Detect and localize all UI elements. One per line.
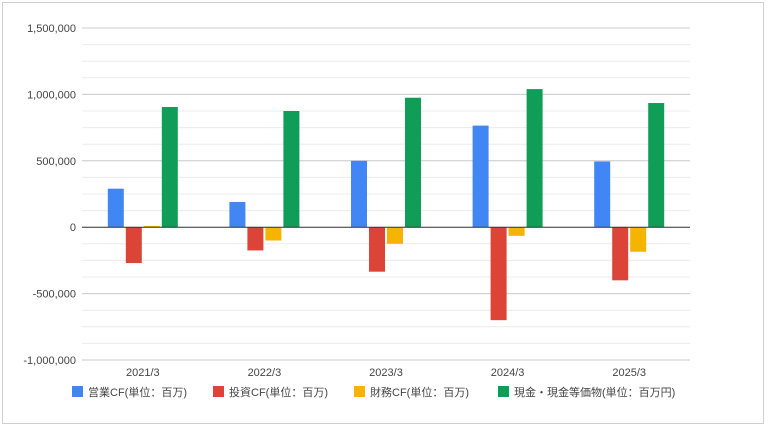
bar: [612, 227, 629, 281]
bar: [107, 188, 124, 228]
bar: [125, 227, 142, 264]
legend-swatch: [213, 386, 224, 397]
legend-swatch: [72, 386, 83, 397]
bar: [648, 103, 665, 228]
bar: [526, 89, 543, 228]
y-axis-ticks: -1,000,000 -500,000 0 500,000 1,000,000 1,500…: [23, 23, 76, 367]
y-tick-label: 1,500,000: [27, 23, 76, 35]
x-axis-ticks: 2021/3 2022/3 2023/3 2024/3 2025/3: [126, 367, 646, 379]
bar: [283, 111, 300, 228]
chart-frame: [2, 2, 764, 424]
x-tick-label: 2023/3: [369, 367, 403, 379]
bar: [630, 227, 647, 252]
bars: [107, 89, 665, 321]
legend-label: 営業CF(単位：百万): [88, 385, 187, 399]
y-tick-label: 0: [70, 222, 76, 234]
bar: [351, 160, 367, 228]
bar: [472, 125, 489, 228]
x-tick-label: 2021/3: [126, 367, 160, 379]
y-tick-label: -1,000,000: [23, 355, 76, 367]
legend-label: 投資CF(単位：百万): [229, 385, 328, 399]
x-tick-label: 2022/3: [248, 367, 282, 379]
bar: [143, 225, 160, 228]
legend-label: 財務CF(単位：百万): [370, 385, 469, 399]
y-tick-label: 1,000,000: [27, 89, 76, 101]
bar: [405, 97, 421, 228]
bar: [594, 161, 611, 228]
legend-swatch: [354, 386, 365, 397]
bar: [247, 227, 264, 251]
legend-label: 現金・現金等価物(単位：百万円): [514, 385, 675, 399]
bar: [229, 201, 246, 228]
legend-swatch: [498, 386, 509, 397]
bar: [508, 227, 525, 236]
legend: 営業CF(単位：百万) 投資CF(単位：百万) 財務CF(単位：百万) 現金・現金等価…: [72, 385, 675, 399]
bar: [369, 227, 385, 272]
x-tick-label: 2025/3: [612, 367, 646, 379]
bar: [161, 107, 178, 228]
y-tick-label: -500,000: [33, 289, 76, 301]
y-tick-label: 500,000: [36, 156, 76, 168]
x-tick-label: 2024/3: [491, 367, 525, 379]
bar: [387, 227, 403, 244]
bar: [265, 227, 282, 241]
bar: [490, 227, 507, 321]
